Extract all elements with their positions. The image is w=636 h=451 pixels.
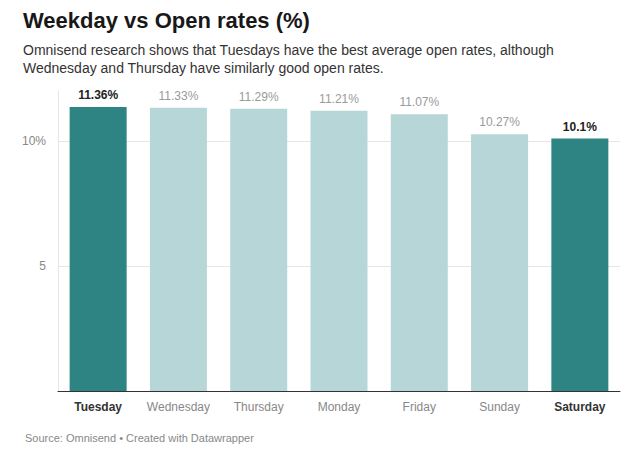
svg-text:Tuesday: Tuesday — [74, 400, 122, 414]
svg-text:11.07%: 11.07% — [399, 95, 439, 109]
svg-text:Monday: Monday — [318, 400, 361, 414]
svg-text:5: 5 — [39, 259, 46, 273]
svg-text:11.33%: 11.33% — [159, 89, 199, 103]
svg-text:11.36%: 11.36% — [78, 88, 118, 102]
svg-text:10%: 10% — [22, 134, 46, 148]
svg-text:Wednesday: Wednesday — [147, 400, 210, 414]
svg-text:11.21%: 11.21% — [319, 92, 359, 106]
svg-text:Wednesday and Thursday have si: Wednesday and Thursday have similarly go… — [23, 60, 384, 76]
svg-text:10.1%: 10.1% — [563, 120, 597, 134]
svg-text:Thursday: Thursday — [234, 400, 284, 414]
svg-text:10.27%: 10.27% — [479, 115, 520, 129]
svg-text:Sunday: Sunday — [479, 400, 520, 414]
svg-text:Weekday vs Open rates (%): Weekday vs Open rates (%) — [23, 8, 310, 33]
svg-text:Friday: Friday — [403, 400, 436, 414]
svg-text:11.29%: 11.29% — [239, 90, 279, 104]
svg-text:Saturday: Saturday — [554, 400, 606, 414]
svg-text:Source: Omnisend • Created wit: Source: Omnisend • Created with Datawrap… — [25, 432, 254, 444]
svg-text:Omnisend research shows that T: Omnisend research shows that Tuesdays ha… — [23, 42, 558, 58]
